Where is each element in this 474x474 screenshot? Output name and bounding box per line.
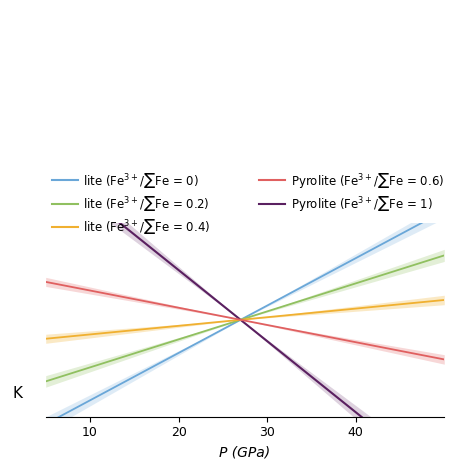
Text: K: K: [13, 386, 23, 401]
X-axis label: P (GPa): P (GPa): [219, 445, 271, 459]
Legend: Pyrolite (Fe$^{3+}$/$\sum$Fe = 0.6), Pyrolite (Fe$^{3+}$/$\sum$Fe = 1): Pyrolite (Fe$^{3+}$/$\sum$Fe = 0.6), Pyr…: [259, 171, 444, 213]
